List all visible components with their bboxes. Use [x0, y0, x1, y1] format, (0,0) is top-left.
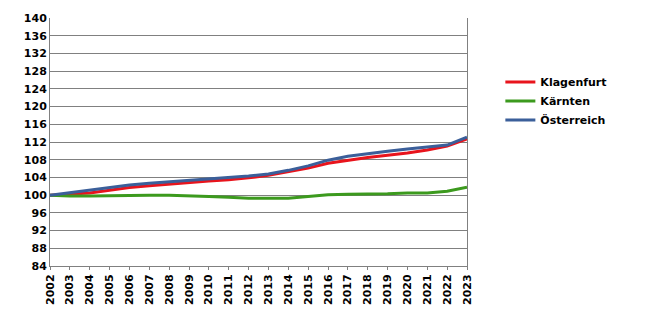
- svg-text:2004: 2004: [83, 274, 96, 305]
- svg-text:92: 92: [31, 224, 46, 237]
- svg-text:136: 136: [24, 30, 47, 43]
- svg-text:140: 140: [24, 12, 47, 25]
- svg-text:2007: 2007: [143, 274, 156, 305]
- svg-text:116: 116: [24, 118, 47, 131]
- svg-text:2006: 2006: [123, 274, 136, 305]
- svg-text:2003: 2003: [63, 274, 76, 305]
- svg-text:84: 84: [31, 260, 47, 273]
- svg-text:2022: 2022: [441, 274, 454, 305]
- svg-text:120: 120: [24, 100, 47, 113]
- svg-text:2002: 2002: [44, 274, 57, 305]
- svg-text:2015: 2015: [302, 274, 315, 305]
- svg-text:2018: 2018: [361, 274, 374, 305]
- svg-text:2016: 2016: [322, 274, 335, 305]
- svg-text:132: 132: [24, 47, 47, 60]
- svg-text:96: 96: [31, 207, 47, 220]
- svg-text:2013: 2013: [262, 274, 275, 305]
- svg-text:2014: 2014: [282, 274, 295, 305]
- svg-text:2021: 2021: [421, 274, 434, 305]
- svg-text:2019: 2019: [381, 274, 394, 305]
- svg-text:2005: 2005: [103, 274, 116, 305]
- svg-text:2020: 2020: [401, 274, 414, 305]
- svg-text:Klagenfurt: Klagenfurt: [540, 76, 606, 89]
- svg-text:128: 128: [24, 65, 47, 78]
- svg-text:2012: 2012: [242, 274, 255, 305]
- svg-text:2011: 2011: [222, 274, 235, 305]
- svg-text:Österreich: Österreich: [540, 113, 605, 127]
- svg-text:Kärnten: Kärnten: [540, 95, 590, 108]
- svg-text:100: 100: [24, 189, 47, 202]
- svg-text:124: 124: [24, 83, 47, 96]
- svg-text:2017: 2017: [341, 274, 354, 305]
- svg-text:2008: 2008: [163, 274, 176, 305]
- svg-text:108: 108: [24, 154, 47, 167]
- svg-text:2023: 2023: [461, 274, 474, 305]
- svg-text:88: 88: [31, 242, 46, 255]
- svg-text:112: 112: [24, 136, 47, 149]
- svg-text:2010: 2010: [202, 274, 215, 305]
- svg-text:104: 104: [24, 171, 47, 184]
- svg-text:2009: 2009: [183, 274, 196, 305]
